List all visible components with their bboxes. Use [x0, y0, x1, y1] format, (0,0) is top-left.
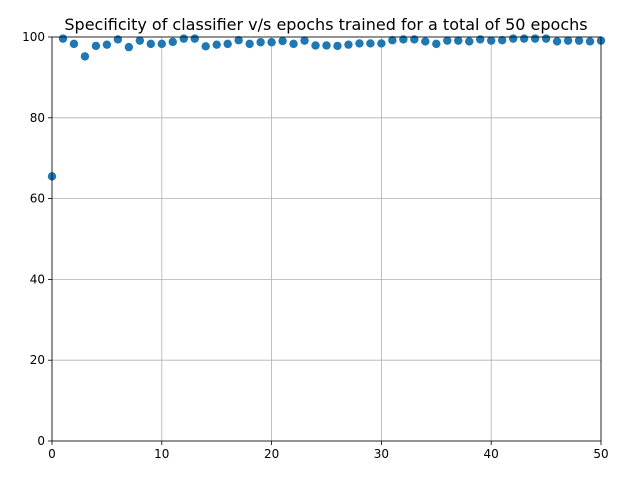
y-tick-label: 100 [22, 30, 45, 44]
data-point [168, 37, 177, 47]
data-point [157, 39, 166, 49]
y-tick-label: 20 [30, 353, 45, 367]
data-point [552, 37, 562, 46]
data-point [69, 39, 79, 49]
data-point [585, 37, 595, 46]
data-point [322, 41, 331, 50]
data-point [465, 37, 474, 46]
data-point [311, 41, 320, 50]
data-point [476, 35, 485, 44]
x-tick-label: 50 [593, 447, 608, 461]
grid [51, 36, 602, 442]
data-point [179, 34, 188, 43]
data-point [223, 39, 232, 49]
data-point [102, 40, 112, 49]
y-tick-label: 60 [30, 192, 45, 206]
data-point [574, 36, 584, 45]
y-tick-label: 80 [30, 111, 45, 125]
data-point [355, 39, 364, 48]
data-point [212, 40, 221, 49]
data-point [234, 36, 243, 45]
x-tick-label: 10 [154, 447, 169, 461]
data-point [497, 36, 507, 45]
y-tick-label: 40 [30, 272, 45, 286]
data-point [366, 39, 375, 48]
data-point [267, 38, 276, 47]
plot-frame [51, 36, 602, 442]
data-point [333, 41, 342, 51]
data-point [421, 37, 430, 46]
data-point [519, 34, 529, 43]
data-point [508, 34, 518, 43]
data-point [410, 35, 419, 44]
data-point [530, 34, 540, 43]
data-points [47, 34, 606, 181]
data-point [124, 42, 134, 52]
data-point [80, 52, 90, 61]
data-point [289, 39, 298, 49]
x-tick-label: 30 [374, 447, 389, 461]
data-point [256, 38, 265, 47]
y-tick-label: 0 [37, 434, 45, 448]
chart-title: Specificity of classifier v/s epochs tra… [64, 15, 587, 34]
data-point [300, 36, 309, 45]
x-tick-label: 20 [264, 447, 279, 461]
data-point [278, 36, 287, 46]
data-point [454, 36, 463, 45]
x-tick-label: 40 [484, 447, 499, 461]
data-point [113, 35, 123, 44]
data-point [487, 36, 496, 45]
data-point [245, 39, 254, 49]
data-point [58, 34, 68, 43]
data-point [388, 36, 397, 45]
data-point [344, 40, 353, 49]
data-point [201, 42, 210, 51]
axis-ticks: 0 10 20 30 40 50 0 20 40 60 80 100 [22, 30, 609, 461]
data-point [146, 39, 156, 49]
data-point [563, 36, 573, 45]
data-point [443, 36, 452, 45]
data-point [91, 41, 101, 51]
data-point [190, 34, 199, 43]
data-point [541, 34, 551, 43]
x-tick-label: 0 [48, 447, 56, 461]
data-point [432, 39, 441, 49]
data-point [377, 39, 386, 48]
data-point [135, 36, 145, 45]
data-point [399, 35, 408, 44]
